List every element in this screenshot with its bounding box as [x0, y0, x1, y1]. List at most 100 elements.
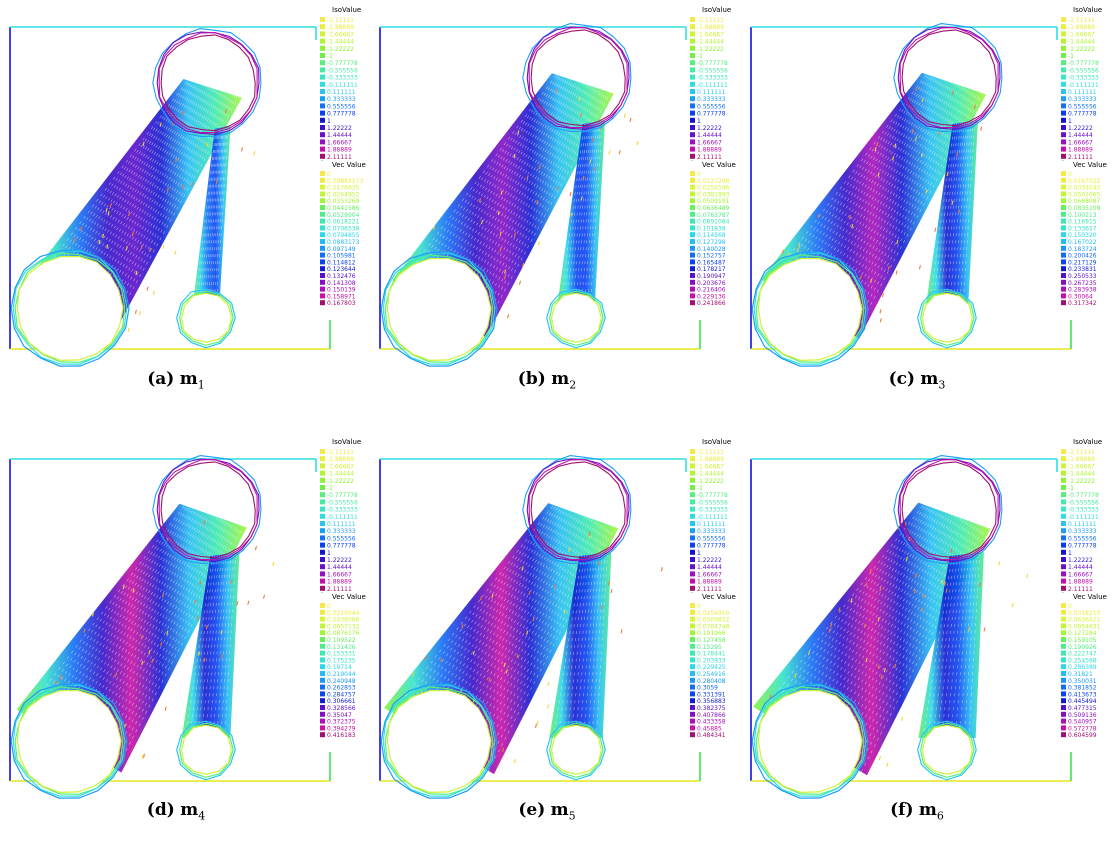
flow-channel-secondary-c [925, 120, 978, 307]
svg-text:0.0876176: 0.0876176 [327, 630, 360, 637]
isovalue-legend-entry: -0.555556 [690, 67, 728, 74]
svg-text:0.0381893: 0.0381893 [697, 191, 730, 198]
svg-text:0.0501065: 0.0501065 [1068, 191, 1101, 198]
isovalue-legend-entry: -2.11111 [1061, 17, 1095, 24]
caption-b: (b) m2 [517, 369, 577, 392]
isovalue-legend-entry: 1.22222 [690, 125, 722, 132]
svg-text:-0.777778: -0.777778 [697, 60, 728, 67]
svg-text:1.66667: 1.66667 [1068, 571, 1093, 578]
isovalue-legend-entry: -1.88889 [1061, 24, 1095, 31]
svg-text:0.555556: 0.555556 [1068, 103, 1097, 110]
isovalue-legend-entry: -1 [690, 485, 703, 492]
vec-value-legend-entry: 0.101838 [690, 225, 726, 232]
isovalue-legend-entry: 1.44444 [1061, 564, 1093, 571]
circle-boundaries-e [380, 455, 632, 799]
svg-text:0.178441: 0.178441 [697, 651, 726, 658]
svg-text:1.66667: 1.66667 [697, 571, 722, 578]
svg-text:1: 1 [697, 550, 701, 557]
vec-value-legend-entry: 0.229425 [690, 664, 726, 671]
isovalue-legend-entry: 0.555556 [690, 535, 726, 542]
svg-text:-0.555556: -0.555556 [327, 67, 358, 74]
svg-text:1.66667: 1.66667 [327, 139, 352, 146]
isovalue-legend-c: IsoValue -2.11111-1.88889-1.66667-1.44444… [1061, 6, 1102, 161]
svg-text:1: 1 [327, 550, 331, 557]
isovalue-legend-entry: -0.111111 [690, 81, 728, 89]
svg-text:-1.22222: -1.22222 [1068, 46, 1095, 53]
vec-value-legend-entry: 0.222747 [1061, 650, 1097, 658]
isovalue-legend-entry: 1.88889 [690, 146, 722, 154]
vec-value-legend-entry: 0.267235 [1061, 279, 1097, 287]
isovalue-legend-entry: 0.333333 [320, 528, 356, 535]
svg-text:2.11111: 2.11111 [697, 586, 722, 593]
svg-text:0.333333: 0.333333 [327, 528, 356, 535]
isovalue-legend-entry: -1.22222 [690, 45, 724, 53]
svg-text:0.254568: 0.254568 [1068, 657, 1097, 664]
flow-channel-secondary-b [557, 120, 606, 307]
svg-text:-1.44444: -1.44444 [327, 39, 354, 46]
vec-value-legend-entry: 0.381852 [1061, 684, 1097, 692]
svg-text:0.101838: 0.101838 [697, 225, 726, 232]
svg-text:-2.11111: -2.11111 [327, 449, 354, 456]
vec-value-legend-entry: 0.262853 [320, 684, 356, 692]
svg-text:0.159105: 0.159105 [1068, 637, 1097, 644]
circle-boundaries-f [751, 455, 1003, 799]
svg-text:0: 0 [1068, 603, 1072, 610]
svg-text:0.111111: 0.111111 [327, 521, 356, 528]
isovalue-legend-title: IsoValue [332, 438, 361, 446]
vec-value-legend-entry: 0.105981 [320, 252, 356, 260]
svg-text:0.0529904: 0.0529904 [327, 212, 360, 219]
svg-text:0: 0 [1068, 171, 1072, 178]
svg-text:0.333333: 0.333333 [1068, 528, 1097, 535]
svg-text:0.132476: 0.132476 [327, 273, 356, 280]
isovalue-legend-title: IsoValue [1073, 438, 1102, 446]
svg-text:-2.11111: -2.11111 [697, 17, 724, 24]
svg-text:-0.777778: -0.777778 [327, 492, 358, 499]
svg-text:2.11111: 2.11111 [327, 586, 352, 593]
isovalue-legend-entry: 2.11111 [1061, 585, 1093, 593]
isovalue-legend-entry: 1 [320, 549, 331, 557]
isovalue-legend-entry: 1.66667 [690, 139, 722, 146]
isovalue-legend-entry: 0.777778 [690, 110, 726, 118]
isovalue-legend-entry: 1.88889 [1061, 578, 1093, 586]
svg-text:-0.555556: -0.555556 [697, 499, 728, 506]
isovalue-legend-f: IsoValue -2.11111-1.88889-1.66667-1.44444… [1061, 438, 1102, 593]
svg-text:0.283938: 0.283938 [1068, 287, 1097, 294]
caption-a: (a) m1 [147, 369, 205, 392]
vec-value-legend-entry: 0.484341 [690, 732, 726, 739]
vec-value-legend-entry: 0.433358 [690, 718, 726, 726]
svg-text:0.777778: 0.777778 [697, 543, 726, 550]
isovalue-legend-entry: 1.66667 [320, 571, 352, 578]
svg-text:0: 0 [327, 171, 331, 178]
svg-text:0.333333: 0.333333 [697, 96, 726, 103]
vec-value-legend-entry: 0.0618221 [320, 218, 360, 226]
isovalue-legend-entry: -1.44444 [690, 470, 724, 478]
svg-text:0.190947: 0.190947 [697, 273, 726, 280]
circle-boundaries-c [751, 23, 1003, 367]
svg-text:1.22222: 1.22222 [1068, 557, 1093, 564]
isovalue-legend-entry: -0.333333 [690, 506, 728, 514]
svg-text:0.152757: 0.152757 [697, 253, 726, 260]
svg-text:-1: -1 [327, 485, 333, 492]
svg-text:0.317342: 0.317342 [1068, 300, 1097, 307]
isovalue-legend-entry: -2.11111 [690, 17, 724, 24]
vec-value-legend-entry: 0.331391 [690, 691, 726, 698]
panel-c: IsoValue -2.11111 -1.88889 -1.66667 -1.44444… [741, 0, 1107, 367]
svg-text:0.555556: 0.555556 [327, 103, 356, 110]
isovalue-legend-entry: 0.111111 [1061, 89, 1097, 96]
isovalue-legend-entry: 1.66667 [1061, 571, 1093, 578]
svg-text:-0.555556: -0.555556 [1068, 499, 1099, 506]
isovalue-legend-entry: 0.777778 [1061, 542, 1097, 550]
isovalue-legend-entry: -1 [690, 53, 703, 60]
svg-text:0.0127298: 0.0127298 [697, 178, 730, 185]
isovalue-legend-entry: 0.555556 [1061, 103, 1097, 110]
svg-text:0.262853: 0.262853 [327, 685, 356, 692]
svg-text:0.217129: 0.217129 [1068, 259, 1097, 266]
svg-text:0.250533: 0.250533 [1068, 273, 1097, 280]
isovalue-legend-entry: -0.555556 [690, 499, 728, 506]
isovalue-legend-entry: -1.88889 [690, 456, 724, 463]
vec-value-legend-entry: 0.0254596 [690, 184, 730, 192]
vec-value-legend-entry: 0.372375 [320, 718, 356, 726]
vec-value-legend-entry: 0.0381893 [690, 191, 730, 198]
vec-value-legend-entry: 0.356883 [690, 698, 726, 705]
vec-value-legend-entry: 0.216406 [690, 286, 726, 294]
